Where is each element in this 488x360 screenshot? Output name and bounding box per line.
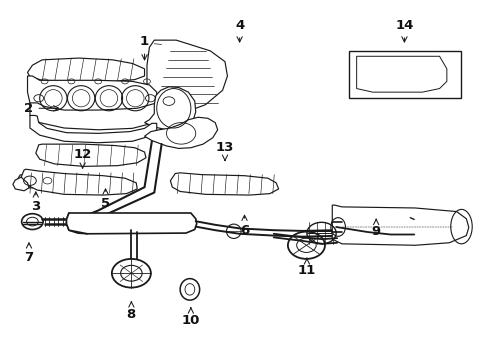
Text: 3: 3 (31, 192, 41, 213)
Bar (348, 51, 461, 98)
Polygon shape (27, 76, 157, 116)
Text: 7: 7 (24, 243, 34, 264)
Polygon shape (147, 40, 227, 112)
Polygon shape (331, 205, 468, 245)
Polygon shape (170, 173, 278, 195)
Polygon shape (66, 213, 196, 234)
Text: 8: 8 (126, 302, 136, 321)
Text: 6: 6 (240, 215, 248, 237)
Text: 10: 10 (182, 308, 200, 327)
Text: 1: 1 (140, 35, 149, 60)
Text: 2: 2 (24, 102, 59, 115)
Polygon shape (27, 58, 144, 81)
Text: 11: 11 (297, 258, 315, 277)
Polygon shape (356, 56, 446, 92)
Text: 14: 14 (394, 19, 413, 42)
Text: 5: 5 (101, 189, 110, 210)
Polygon shape (30, 103, 161, 130)
Polygon shape (21, 169, 137, 195)
Polygon shape (30, 116, 157, 143)
Text: 4: 4 (235, 19, 244, 42)
Polygon shape (144, 117, 217, 148)
Polygon shape (13, 177, 29, 191)
Text: 9: 9 (371, 219, 380, 238)
Polygon shape (16, 174, 57, 188)
Polygon shape (144, 87, 195, 130)
Text: 13: 13 (215, 141, 234, 161)
Text: 12: 12 (73, 148, 92, 168)
Polygon shape (36, 144, 146, 166)
